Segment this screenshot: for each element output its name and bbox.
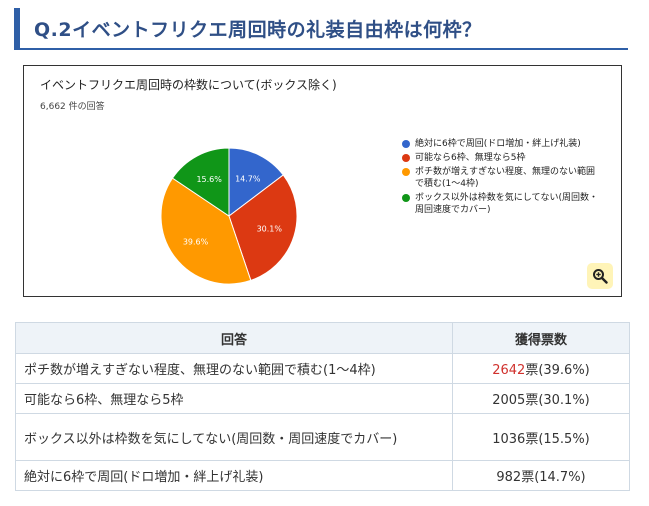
legend-swatch [402,168,410,176]
vote-percent: 票(14.7%) [521,470,586,485]
chart-response-count: 6,662 件の回答 [40,102,105,112]
zoom-button[interactable] [587,263,613,289]
legend-label: 可能なら6枠、無理なら5枠 [415,153,526,163]
legend-item: 絶対に6枠で周回(ドロ増加・絆上げ礼装) [402,138,602,150]
legend-item: 可能なら6枠、無理なら5枠 [402,152,602,164]
votes-cell: 2005票(30.1%) [452,383,630,414]
header-answer: 回答 [15,322,453,354]
pie-slice-label: 39.6% [183,238,209,247]
pie-slice-label: 14.7% [235,174,261,183]
chart-title: イベントフリクエ周回時の枠数について(ボックス除く) [40,78,337,92]
vote-count: 982 [496,470,522,485]
votes-cell: 1036票(15.5%) [452,413,630,461]
legend-swatch [402,140,410,148]
legend-label: 絶対に6枠で周回(ドロ増加・絆上げ礼装) [415,139,581,149]
pie-slice [171,147,230,217]
pie-slice-label: 30.1% [257,224,283,233]
votes-cell: 982票(14.7%) [452,460,630,491]
vote-count: 2642 [492,363,526,378]
answer-cell: 可能なら6枠、無理なら5枠 [15,383,453,414]
vote-percent: 票(30.1%) [525,393,590,408]
vote-percent: 票(39.6%) [525,363,590,378]
table-row: 可能なら6枠、無理なら5枠 2005票(30.1%) [15,383,630,414]
vote-count: 2005 [492,393,526,408]
zoom-in-icon [593,269,608,284]
vote-percent: 票(15.5%) [525,431,590,447]
table-row: ボックス以外は枠数を気にしてない(周回数・周回速度でカバー) 1036票(15.5… [15,413,630,461]
question-heading-text: Q.2イベントフリクエ周回時の礼装自由枠は何枠？ [34,18,482,41]
chart-card: イベントフリクエ周回時の枠数について(ボックス除く) 6,662 件の回答 14… [23,65,622,297]
pie-slice-label: 15.6% [196,175,222,184]
answer-cell: ボックス以外は枠数を気にしてない(周回数・周回速度でカバー) [15,413,453,461]
chart-legend: 絶対に6枠で周回(ドロ増加・絆上げ礼装) 可能なら6枠、無理なら5枠ポチ数が増えす… [402,138,602,218]
answer-cell: ポチ数が増えすぎない程度、無理のない範囲で積む(1〜4枠) [15,353,453,384]
pie-slice [160,177,252,285]
pie-chart: 14.7% 30.1% 39.6% 15.6% [160,147,298,285]
legend-label: ボックス以外は枠数を気にしてない(周回数・周回速度でカバー) [415,193,598,215]
answer-cell: 絶対に6枠で周回(ドロ増加・絆上げ礼装) [15,460,453,491]
vote-count: 1036 [492,431,526,447]
results-table: 回答 獲得票数 ポチ数が増えすぎない程度、無理のない範囲で積む(1〜4枠) 264… [15,322,630,491]
header-votes: 獲得票数 [452,322,630,354]
question-heading: Q.2イベントフリクエ周回時の礼装自由枠は何枠？ [14,8,628,50]
legend-swatch [402,194,410,202]
legend-item: ポチ数が増えすぎない程度、無理のない範囲で積む(1〜4枠) [402,166,602,190]
legend-swatch [402,154,410,162]
table-header-row: 回答 獲得票数 [15,322,630,354]
votes-cell: 2642票(39.6%) [452,353,630,384]
legend-label: ポチ数が増えすぎない程度、無理のない範囲で積む(1〜4枠) [415,167,596,189]
table-row: 絶対に6枠で周回(ドロ増加・絆上げ礼装) 982票(14.7%) [15,460,630,491]
pie-slice [228,147,284,218]
pie-slice [228,174,298,282]
legend-item: ボックス以外は枠数を気にしてない(周回数・周回速度でカバー) [402,192,602,216]
table-row: ポチ数が増えすぎない程度、無理のない範囲で積む(1〜4枠) 2642票(39.6%… [15,353,630,384]
